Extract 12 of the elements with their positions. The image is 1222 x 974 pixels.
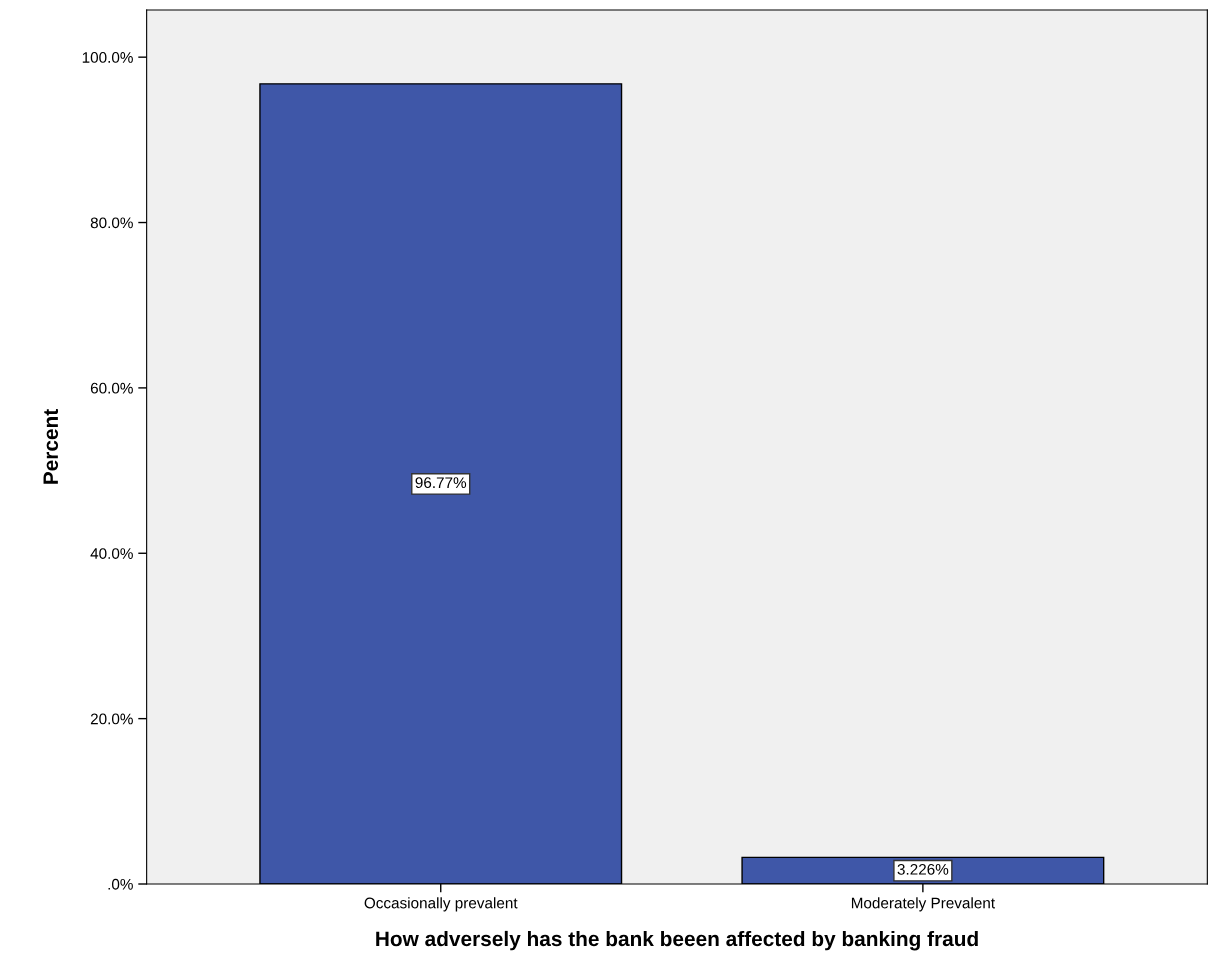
- x-axis-title: How adversely has the bank beeen affected by banking fraud: [376, 930, 978, 951]
- y-tick-label: .0%: [108, 878, 133, 890]
- y-axis-title: Percent: [43, 409, 59, 484]
- y-tick-label: 20.0%: [90, 713, 133, 725]
- y-tick-label: 100.0%: [82, 52, 133, 63]
- x-tick-label: Occasionally prevalent: [364, 897, 518, 912]
- y-tick-label: 40.0%: [90, 548, 133, 559]
- data-label: 3.226%: [897, 863, 949, 875]
- data-label: 96.77%: [415, 477, 467, 489]
- y-tick-label: 60.0%: [90, 382, 133, 394]
- y-tick-label: 80.0%: [90, 217, 133, 229]
- x-tick-label: Moderately Prevalent: [851, 897, 995, 912]
